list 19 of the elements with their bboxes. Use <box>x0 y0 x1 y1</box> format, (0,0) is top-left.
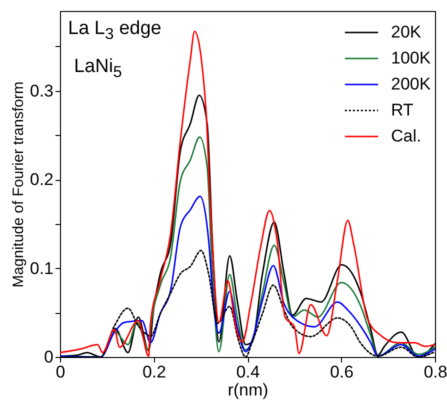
legend-label: 100K <box>391 48 432 68</box>
line-series <box>60 196 435 357</box>
x-tick-label: 0.6 <box>330 362 354 382</box>
y-tick-label: 0.2 <box>30 170 54 190</box>
y-tick-label: 0.3 <box>30 81 54 100</box>
annotation: La L$_{3}$ edge <box>68 18 162 44</box>
annotation: LaNi$_{5}$ <box>74 56 122 82</box>
x-axis-title: r(nm) <box>228 380 268 400</box>
y-axis-title: Magnitude of Fourier transform <box>10 82 27 288</box>
legend-label: Cal. <box>391 126 422 146</box>
x-tick-label: 0.4 <box>236 362 260 382</box>
x-tick-label: 0.2 <box>142 362 166 382</box>
x-tick-label: 0.8 <box>424 362 447 382</box>
x-tick-label: 0 <box>56 362 66 382</box>
legend-label: RT <box>391 100 414 120</box>
legend-label: 200K <box>391 74 432 94</box>
y-tick-label: 0.1 <box>30 258 54 278</box>
y-tick-label: 0 <box>44 348 54 366</box>
legend-label: 20K <box>391 22 422 42</box>
